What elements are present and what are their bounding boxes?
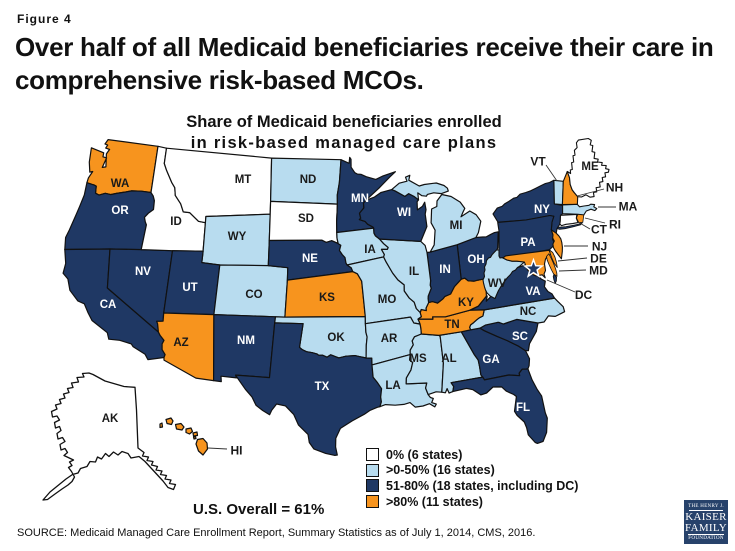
- svg-text:PA: PA: [520, 237, 535, 249]
- svg-text:CT: CT: [591, 223, 608, 237]
- svg-text:WY: WY: [228, 231, 247, 243]
- svg-text:NH: NH: [606, 181, 623, 195]
- svg-text:VA: VA: [525, 286, 540, 298]
- svg-text:UT: UT: [182, 282, 197, 294]
- svg-text:IA: IA: [364, 244, 376, 256]
- svg-text:AK: AK: [102, 413, 119, 425]
- svg-text:NC: NC: [520, 306, 537, 318]
- svg-text:MT: MT: [235, 174, 252, 186]
- svg-text:GA: GA: [482, 354, 499, 366]
- svg-text:VT: VT: [530, 155, 546, 169]
- svg-text:NJ: NJ: [592, 240, 607, 254]
- svg-text:NE: NE: [302, 253, 318, 265]
- svg-text:OK: OK: [327, 332, 345, 344]
- svg-text:WA: WA: [111, 178, 130, 190]
- svg-text:TN: TN: [444, 319, 459, 331]
- svg-text:NM: NM: [237, 335, 255, 347]
- svg-text:NV: NV: [135, 266, 151, 278]
- svg-text:RI: RI: [609, 218, 621, 232]
- svg-text:ND: ND: [300, 174, 317, 186]
- svg-text:MN: MN: [351, 193, 369, 205]
- svg-text:AZ: AZ: [173, 337, 188, 349]
- svg-text:LA: LA: [385, 380, 400, 392]
- svg-text:MI: MI: [450, 220, 463, 232]
- svg-text:SD: SD: [298, 213, 314, 225]
- svg-text:KY: KY: [458, 297, 474, 309]
- svg-text:CA: CA: [100, 299, 117, 311]
- svg-text:WV: WV: [488, 278, 507, 290]
- svg-text:CO: CO: [245, 289, 262, 301]
- svg-text:KS: KS: [319, 292, 335, 304]
- svg-text:MS: MS: [409, 353, 427, 365]
- svg-text:IN: IN: [439, 264, 451, 276]
- svg-text:IL: IL: [409, 266, 419, 278]
- svg-text:TX: TX: [315, 381, 330, 393]
- svg-text:NY: NY: [534, 204, 550, 216]
- svg-text:WI: WI: [397, 207, 411, 219]
- svg-text:ID: ID: [170, 216, 182, 228]
- svg-text:ME: ME: [581, 161, 599, 173]
- svg-text:MD: MD: [589, 264, 608, 278]
- svg-text:AR: AR: [381, 333, 398, 345]
- svg-text:DE: DE: [590, 252, 607, 266]
- svg-text:OH: OH: [467, 254, 484, 266]
- svg-text:OR: OR: [111, 205, 129, 217]
- svg-text:HI: HI: [231, 444, 243, 458]
- svg-text:AL: AL: [441, 353, 456, 365]
- svg-text:DC: DC: [575, 288, 593, 302]
- svg-text:FL: FL: [516, 402, 530, 414]
- svg-text:MO: MO: [378, 294, 397, 306]
- svg-text:MA: MA: [619, 200, 638, 214]
- svg-text:SC: SC: [512, 331, 528, 343]
